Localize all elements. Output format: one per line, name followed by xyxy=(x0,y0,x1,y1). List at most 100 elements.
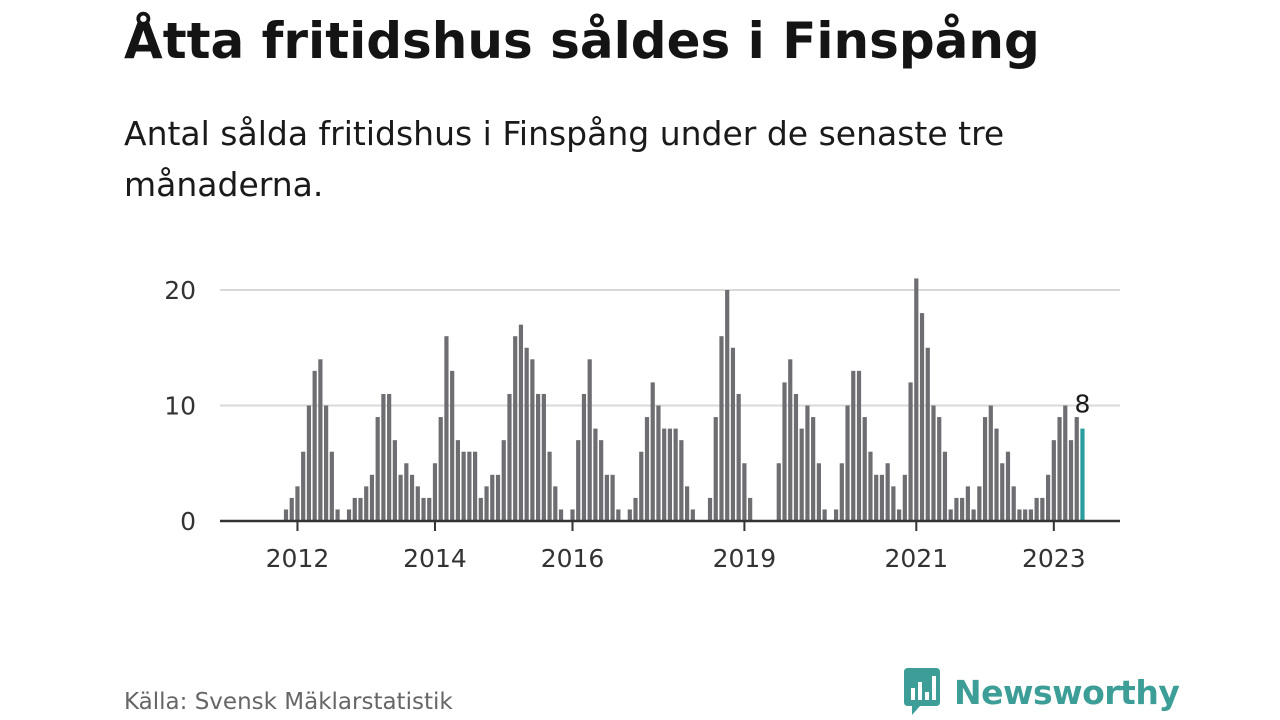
x-tick-label: 2019 xyxy=(713,544,777,573)
bar xyxy=(1045,474,1051,521)
bar xyxy=(455,440,460,521)
bar xyxy=(776,463,781,521)
bar xyxy=(948,509,953,521)
bar xyxy=(553,486,558,521)
x-tick-label: 2021 xyxy=(884,544,948,573)
bar xyxy=(644,417,650,521)
bar xyxy=(931,405,936,521)
bar xyxy=(375,417,380,521)
bar xyxy=(1005,451,1011,521)
bar xyxy=(1074,417,1079,521)
bar xyxy=(472,451,478,521)
bar xyxy=(805,405,810,521)
bar xyxy=(725,290,730,521)
y-tick-label: 20 xyxy=(164,276,196,305)
bars xyxy=(283,278,1085,521)
bar xyxy=(925,347,930,521)
bar xyxy=(587,359,592,521)
bar xyxy=(387,393,392,521)
bar xyxy=(788,359,793,521)
bar xyxy=(782,382,787,521)
bar xyxy=(518,324,524,521)
bar-highlighted xyxy=(1080,428,1085,521)
bar xyxy=(891,486,896,521)
bar xyxy=(593,428,598,521)
bar xyxy=(748,497,753,521)
bar xyxy=(346,509,352,521)
bar xyxy=(461,451,466,521)
bar xyxy=(427,497,432,521)
brand-name: Newsworthy xyxy=(954,672,1180,712)
bar xyxy=(450,370,455,521)
axes: 0 10 20 2012 2014 2016 2019 2021 2023 8 xyxy=(164,276,1120,573)
bar xyxy=(478,497,483,521)
bar xyxy=(358,497,363,521)
bar xyxy=(1000,463,1005,521)
bar xyxy=(324,405,329,521)
chart-subtitle: Antal sålda fritidshus i Finspång under … xyxy=(124,114,1005,204)
bar xyxy=(432,463,438,521)
bar xyxy=(421,497,426,521)
bar xyxy=(965,486,970,521)
gridlines xyxy=(220,289,1120,407)
bar xyxy=(398,474,403,521)
bar xyxy=(558,509,564,521)
chart-title: Åtta fritidshus såldes i Finspång xyxy=(124,12,1040,70)
bar xyxy=(438,417,443,521)
bar xyxy=(576,440,581,521)
bar xyxy=(719,336,724,521)
bar xyxy=(1017,509,1022,521)
bar xyxy=(610,474,615,521)
bar xyxy=(318,359,323,521)
value-annotation: 8 xyxy=(1075,390,1091,419)
bar xyxy=(467,451,472,521)
bar xyxy=(1011,486,1016,521)
bar xyxy=(662,428,667,521)
bar xyxy=(713,417,718,521)
bar xyxy=(484,486,489,521)
bar xyxy=(329,451,334,521)
bar xyxy=(1057,417,1062,521)
bar xyxy=(639,451,644,521)
bar xyxy=(799,428,804,521)
bar xyxy=(851,370,856,521)
bar xyxy=(524,347,529,521)
bar xyxy=(942,451,948,521)
bar xyxy=(364,486,369,521)
bar xyxy=(409,474,415,521)
source-note: Källa: Svensk Mäklarstatistik xyxy=(124,689,453,715)
bar xyxy=(1028,509,1033,521)
bar xyxy=(1051,440,1056,521)
x-tick-label: 2023 xyxy=(1022,544,1086,573)
bar xyxy=(811,417,816,521)
bar xyxy=(301,451,306,521)
y-tick-label: 10 xyxy=(164,392,196,421)
bar xyxy=(960,497,965,521)
bar xyxy=(673,428,678,521)
bar xyxy=(381,393,386,521)
bar xyxy=(501,440,506,521)
x-tick-label: 2014 xyxy=(403,544,467,573)
bar xyxy=(736,393,741,521)
bar xyxy=(839,463,844,521)
bar xyxy=(937,417,942,521)
bar xyxy=(816,463,821,521)
bar xyxy=(283,509,289,521)
bar xyxy=(914,278,919,521)
bar xyxy=(667,428,673,521)
bar xyxy=(570,509,575,521)
bar xyxy=(1068,440,1074,521)
bar xyxy=(1023,509,1028,521)
bar xyxy=(971,509,976,521)
bar xyxy=(627,509,632,521)
bar xyxy=(874,474,879,521)
bar xyxy=(833,509,839,521)
bar xyxy=(954,497,959,521)
bar xyxy=(885,463,890,521)
bar xyxy=(312,370,317,521)
bar xyxy=(919,313,925,521)
bar xyxy=(793,393,799,521)
bar xyxy=(495,474,501,521)
bar xyxy=(599,440,604,521)
